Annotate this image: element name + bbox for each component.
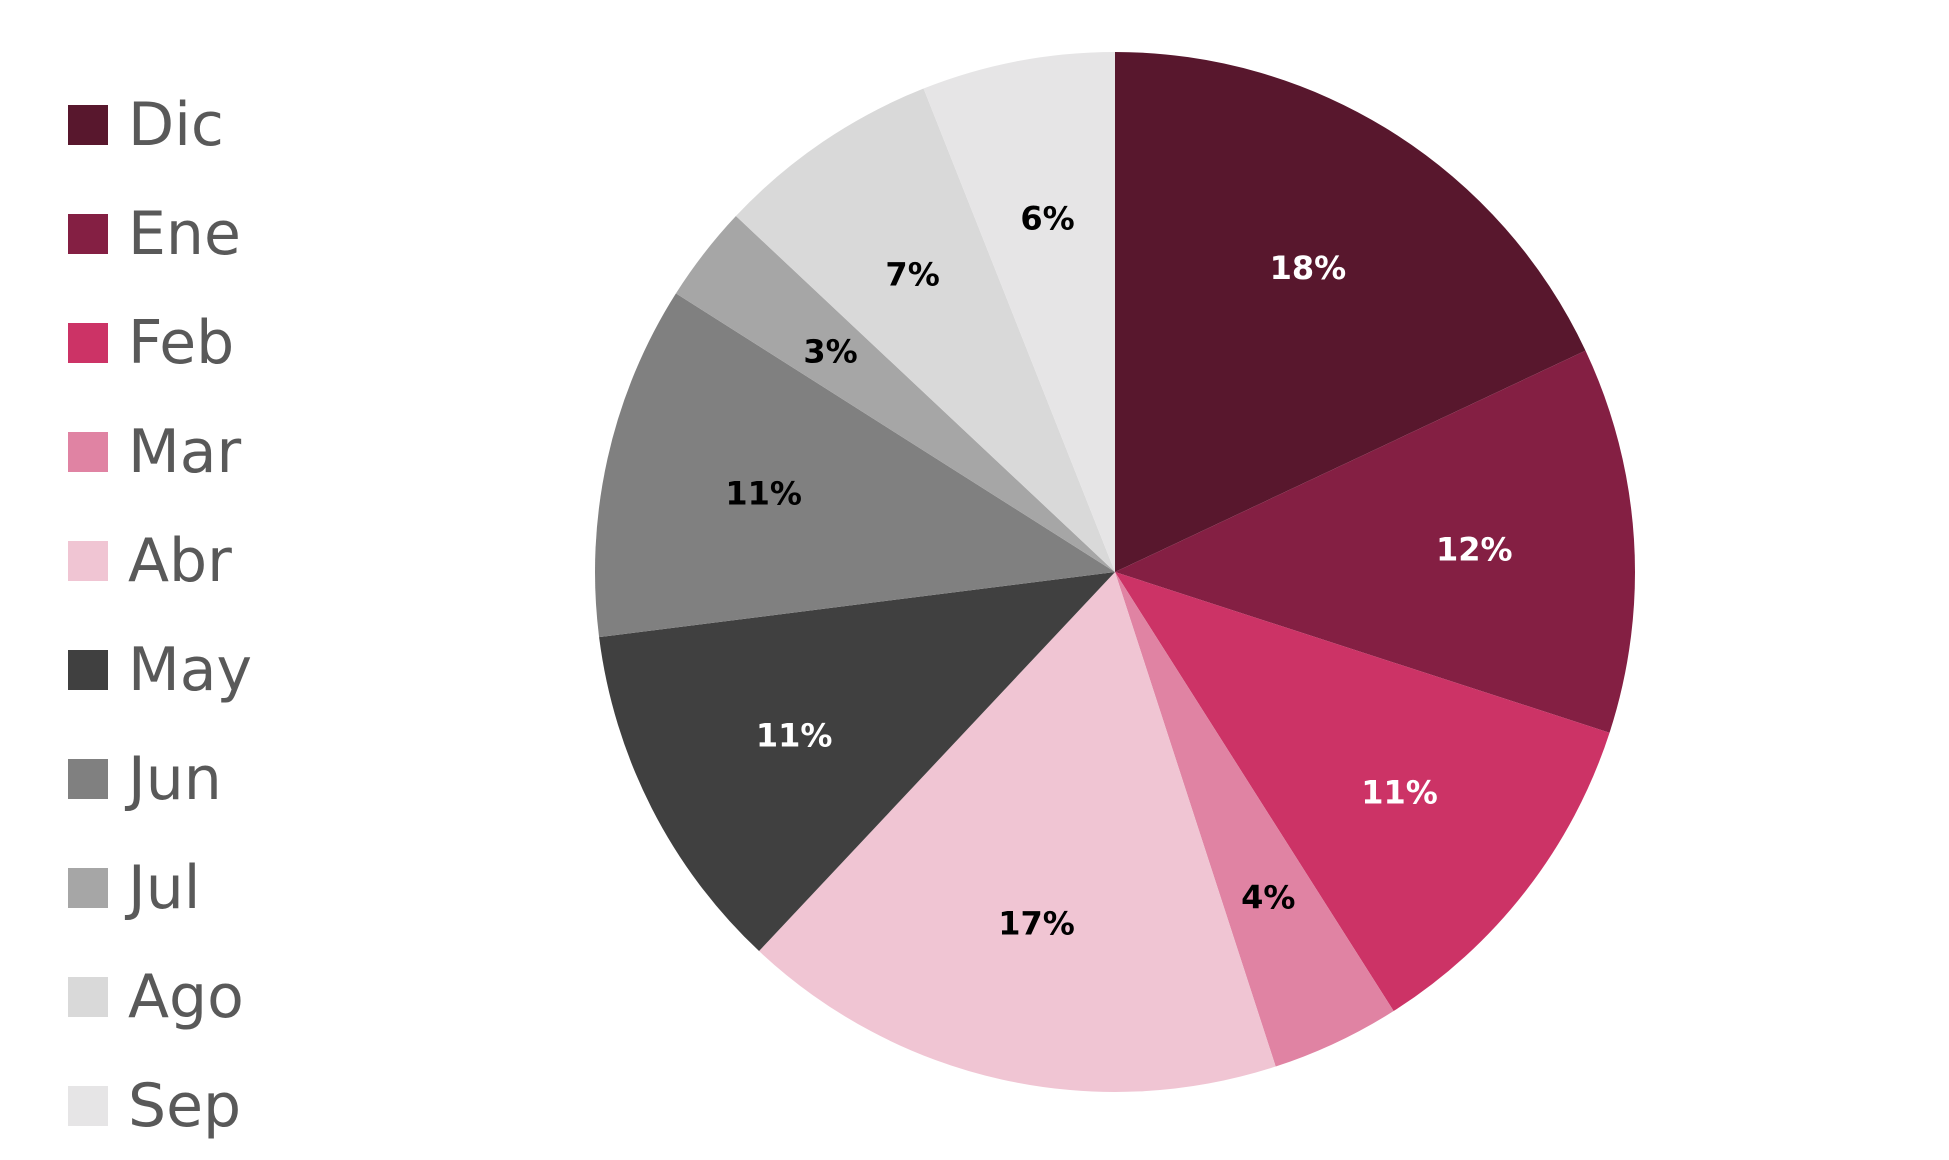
legend-label: Ago [128,961,244,1032]
legend-label: Ene [128,198,241,269]
legend-label: Feb [128,307,235,378]
pie-slices [595,51,1636,1092]
data-label-ago: 7% [885,255,939,293]
legend-label: Sep [128,1070,242,1141]
legend-swatch [68,213,108,254]
legend-item-jul: Jul [68,833,368,942]
legend-swatch [68,540,108,581]
pie-data-labels: 18% 12% 11% 4% 17% 11% 11% 3% 7% 6% [725,199,1512,942]
legend-label: Abr [128,525,232,596]
legend-item-sep: Sep [68,1051,368,1160]
data-label-may: 11% [756,716,833,754]
data-label-jun: 11% [725,475,802,513]
legend-item-ene: Ene [68,179,368,288]
data-label-mar: 4% [1241,879,1295,917]
legend-label: Jul [128,852,201,923]
legend-item-mar: Mar [68,397,368,506]
pie-slice-sep [923,52,1115,572]
legend-item-ago: Ago [68,942,368,1051]
legend-label: Mar [128,416,242,487]
legend-swatch [68,322,108,363]
legend-item-jun: Jun [68,724,368,833]
legend-item-dic: Dic [68,70,368,179]
data-label-feb: 11% [1361,774,1438,812]
data-label-abr: 17% [998,904,1075,942]
pie-slice-jul [675,216,1115,573]
pie-slice-dic [1115,51,1586,572]
pie-slice-jun [595,293,1115,638]
legend-swatch [68,649,108,690]
data-label-jul: 3% [803,332,857,370]
data-label-dic: 18% [1270,249,1347,287]
pie-slice-mar [1115,572,1394,1067]
legend-swatch [68,976,108,1017]
pie-slice-ago [735,88,1115,573]
legend-item-abr: Abr [68,506,368,615]
legend-swatch [68,431,108,472]
legend-label: Dic [128,89,224,160]
chart-legend: Dic Ene Feb Mar Abr May Jun Jul Ago Sep [68,70,368,1160]
legend-swatch [68,758,108,799]
pie-slice-may [599,572,1115,952]
legend-label: Jun [128,743,222,814]
data-label-sep: 6% [1020,199,1074,237]
legend-label: May [128,634,253,705]
legend-item-may: May [68,615,368,724]
pie-slice-abr [759,572,1276,1092]
legend-swatch [68,867,108,908]
legend-swatch [68,104,108,145]
pie-slice-ene [1115,350,1636,733]
legend-swatch [68,1085,108,1126]
legend-item-feb: Feb [68,288,368,397]
pie-slice-feb [1115,572,1610,1012]
data-label-ene: 12% [1436,530,1513,568]
